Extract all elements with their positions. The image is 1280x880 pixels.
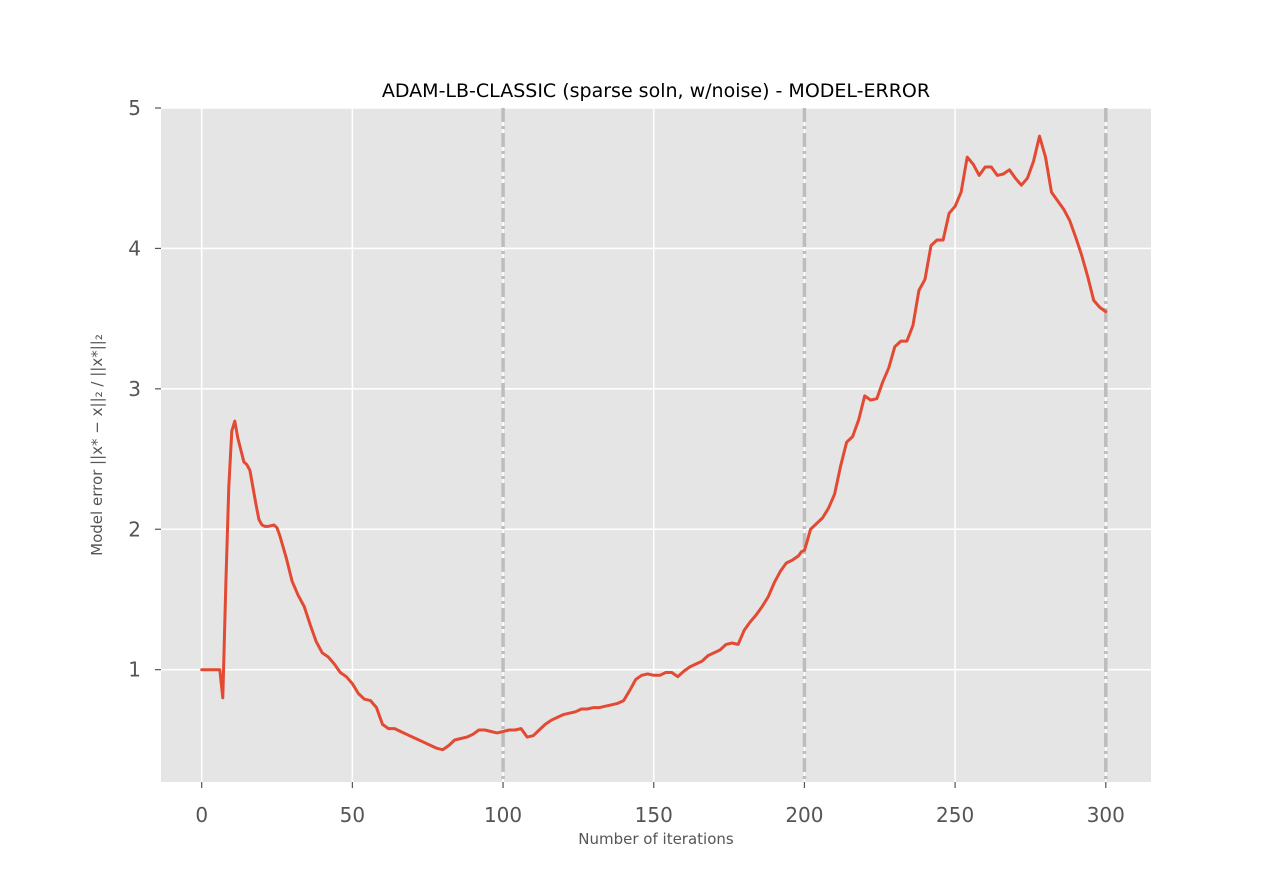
- x-tick-label: 250: [936, 803, 974, 827]
- x-tick-label: 100: [484, 803, 522, 827]
- y-tick-label: 3: [128, 377, 141, 401]
- series-layer: [200, 134, 1108, 752]
- y-tick-label: 1: [128, 658, 141, 682]
- y-axis-label: Model error ||x* − x||₂ / ||x*||₂: [88, 334, 106, 556]
- vertical-markers: [501, 108, 1108, 782]
- x-tick-label: 0: [195, 803, 208, 827]
- y-tick-label: 2: [128, 517, 141, 541]
- chart-title: ADAM-LB-CLASSIC (sparse soln, w/noise) -…: [382, 80, 930, 102]
- y-tick-label: 5: [128, 96, 141, 120]
- x-tick-label: 300: [1087, 803, 1125, 827]
- x-tick-label: 50: [340, 803, 365, 827]
- y-tick-label: 4: [128, 236, 141, 260]
- y-axis-label-text: Model error ||x* − x||₂ / ||x*||₂: [88, 334, 106, 556]
- x-tick-label: 150: [635, 803, 673, 827]
- x-tick-label: 200: [785, 803, 823, 827]
- x-axis-label: Number of iterations: [578, 830, 734, 848]
- plot-area: [161, 108, 1151, 782]
- axis-ticks: 0 50 100 150 200 250 300 1 2 3 4 5: [128, 96, 1125, 827]
- model-error-series-line: [200, 134, 1108, 752]
